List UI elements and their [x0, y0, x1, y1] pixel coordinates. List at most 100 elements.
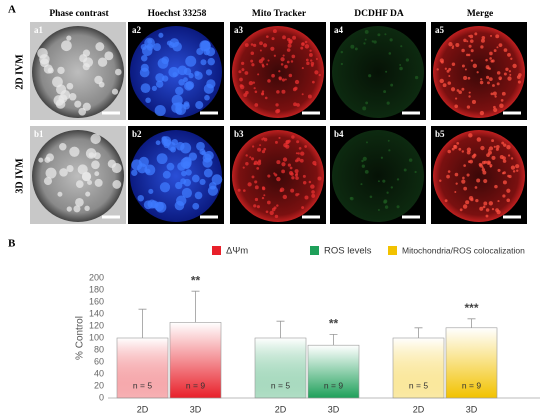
texture [59, 143, 67, 151]
texture [294, 86, 298, 91]
texture [104, 51, 114, 61]
texture [506, 198, 511, 203]
n-label: n = 9 [462, 380, 481, 390]
texture [292, 35, 297, 40]
texture [256, 205, 260, 209]
texture [451, 62, 456, 66]
texture [161, 75, 169, 82]
texture [482, 205, 486, 209]
texture [289, 166, 293, 170]
texture [493, 105, 496, 109]
texture [140, 63, 149, 72]
texture [396, 205, 400, 209]
column-header: Mito Tracker [252, 9, 307, 19]
image-label: b3 [234, 129, 244, 139]
texture [288, 39, 293, 44]
texture [492, 91, 497, 96]
texture [306, 61, 310, 66]
texture [481, 166, 484, 169]
texture [491, 155, 496, 160]
texture [480, 38, 485, 43]
texture [98, 81, 105, 88]
texture [448, 42, 453, 47]
texture [386, 191, 389, 194]
texture [502, 159, 507, 163]
texture [390, 186, 394, 189]
texture [487, 66, 490, 70]
texture [281, 162, 286, 167]
image-label: a1 [34, 25, 44, 35]
error-bar [138, 308, 147, 338]
texture [262, 43, 268, 48]
texture [257, 73, 260, 76]
texture [469, 159, 473, 164]
texture [451, 46, 454, 50]
texture [254, 197, 259, 202]
texture [60, 90, 71, 100]
texture [466, 150, 471, 155]
image-label: a2 [132, 25, 142, 35]
texture [254, 103, 259, 107]
texture [97, 57, 108, 67]
texture [273, 54, 276, 57]
bar [169, 322, 222, 399]
image-label: a3 [234, 25, 244, 35]
texture [254, 90, 258, 94]
texture [444, 199, 448, 203]
texture [294, 169, 299, 174]
texture [350, 196, 354, 201]
texture [481, 35, 486, 40]
texture [178, 79, 185, 86]
texture [155, 80, 164, 88]
legend-swatch [212, 246, 221, 255]
texture [145, 168, 151, 174]
texture [158, 32, 164, 38]
y-tick-label: 160 [89, 296, 104, 306]
texture [207, 57, 215, 66]
texture [468, 44, 472, 48]
y-axis-label: % Control [75, 316, 86, 360]
texture [496, 46, 499, 49]
texture [465, 53, 469, 57]
texture [269, 210, 274, 216]
texture [308, 53, 313, 57]
texture [502, 156, 506, 160]
micrograph: b5 [431, 126, 527, 224]
texture [362, 106, 367, 111]
texture [175, 181, 183, 190]
texture [290, 172, 294, 176]
texture [310, 59, 313, 62]
texture [491, 139, 495, 143]
texture [114, 68, 122, 76]
y-tick-label: 80 [94, 344, 104, 354]
texture [196, 141, 205, 151]
error-bar [414, 327, 423, 338]
texture [248, 80, 254, 86]
texture [296, 103, 300, 107]
texture [261, 63, 265, 66]
texture [261, 92, 264, 95]
texture [304, 44, 310, 49]
texture [463, 164, 466, 167]
texture [303, 181, 307, 185]
texture [516, 169, 519, 172]
oocyte-sphere [433, 130, 525, 222]
texture [466, 173, 470, 177]
texture [261, 90, 265, 93]
texture [305, 58, 309, 62]
micrograph: a3 [230, 22, 326, 120]
texture [57, 66, 65, 75]
texture [503, 171, 506, 175]
texture [476, 71, 479, 74]
texture [399, 66, 403, 71]
texture [453, 145, 458, 149]
texture [503, 143, 507, 147]
texture [270, 46, 275, 51]
texture [447, 81, 452, 85]
oocyte-sphere [232, 130, 324, 222]
texture [483, 201, 488, 206]
texture [278, 136, 281, 140]
texture [251, 145, 255, 148]
texture [468, 95, 471, 98]
texture [66, 35, 72, 41]
